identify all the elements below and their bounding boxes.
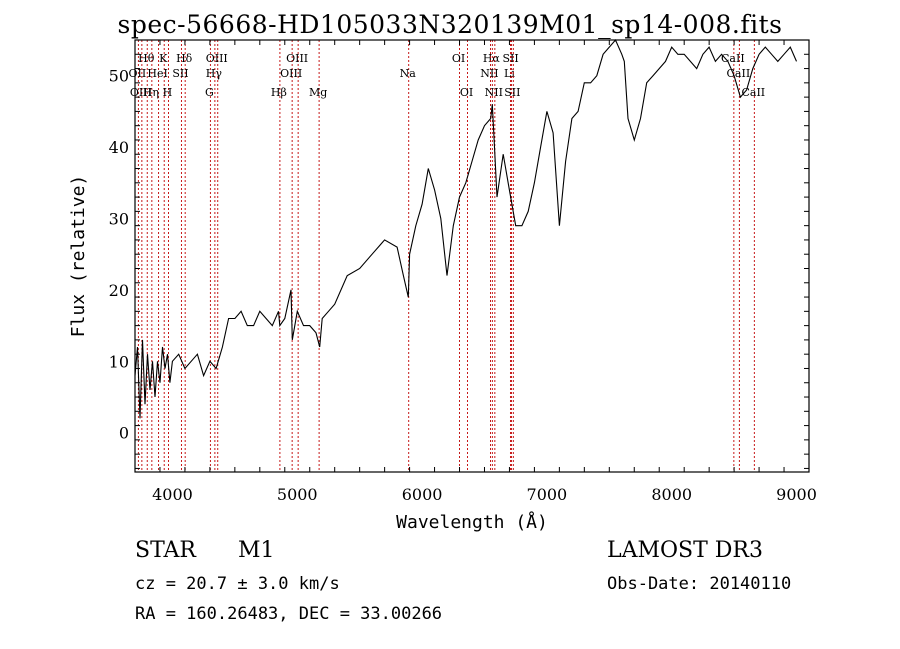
redshift-cz: cz = 20.7 ± 3.0 km/s	[135, 574, 340, 594]
spectral-line-label: Hδ	[176, 52, 193, 65]
spectral-line-label: Hη	[143, 86, 159, 99]
spectral-line-label: Li	[504, 67, 515, 80]
spectral-line-label: OI	[452, 52, 465, 65]
spectral-line-label: K	[159, 52, 168, 65]
y-tick-label: 40	[109, 138, 129, 157]
spectral-line-label: HeI	[147, 67, 167, 80]
y-tick-label: 20	[109, 281, 129, 300]
plot-frame	[134, 39, 810, 473]
spectral-line-label: NII	[485, 86, 503, 99]
object-class: STAR	[135, 538, 196, 563]
spectral-line-label: Mg	[309, 86, 327, 99]
y-tick-label: 50	[109, 67, 129, 86]
y-tick-label: 0	[119, 424, 129, 443]
spectral-line-label: SII	[172, 67, 188, 80]
y-tick-label: 30	[109, 210, 129, 229]
spectral-line-label: Na	[400, 67, 417, 80]
spectral-line-label: Hβ	[271, 86, 287, 99]
spectral-line-label: CaII	[721, 52, 745, 65]
y-axis-label: Flux (relative)	[68, 175, 89, 338]
x-tick-label: 5000	[277, 485, 318, 504]
x-tick-label: 7000	[527, 485, 568, 504]
spectral-line-label: SII	[504, 86, 520, 99]
ra-dec: RA = 160.26483, DEC = 33.00266	[135, 604, 443, 624]
spectral-line-label: CaII	[741, 86, 765, 99]
spectral-line-label: NII	[480, 67, 498, 80]
spectral-line-label: G	[205, 86, 214, 99]
x-tick-label: 6000	[402, 485, 443, 504]
spectral-line-label: OI	[460, 86, 473, 99]
spectral-line-label: OIII	[286, 52, 308, 65]
spectral-line-label: Hα	[483, 52, 501, 65]
spectral-line-label: Hγ	[206, 67, 223, 80]
object-subclass: M1	[238, 538, 275, 563]
y-tick-label: 10	[109, 352, 129, 371]
spectral-line-label: OIII	[206, 52, 228, 65]
x-tick-label: 8000	[651, 485, 692, 504]
x-tick-label: 9000	[776, 485, 817, 504]
chart-title: spec-56668-HD105033N320139M01_sp14-008.f…	[117, 10, 783, 39]
x-axis-label: Wavelength (Å)	[396, 511, 548, 533]
survey-name: LAMOST DR3	[607, 538, 763, 563]
spectral-line-label: SII	[502, 52, 518, 65]
spectral-line-label: CaII	[727, 67, 751, 80]
x-tick-label: 4000	[152, 485, 193, 504]
observation-date: Obs-Date: 20140110	[607, 574, 792, 594]
spectral-line-label: OIII	[280, 67, 302, 80]
spectrum-line	[134, 38, 798, 419]
spectral-line-label: H	[163, 86, 173, 99]
